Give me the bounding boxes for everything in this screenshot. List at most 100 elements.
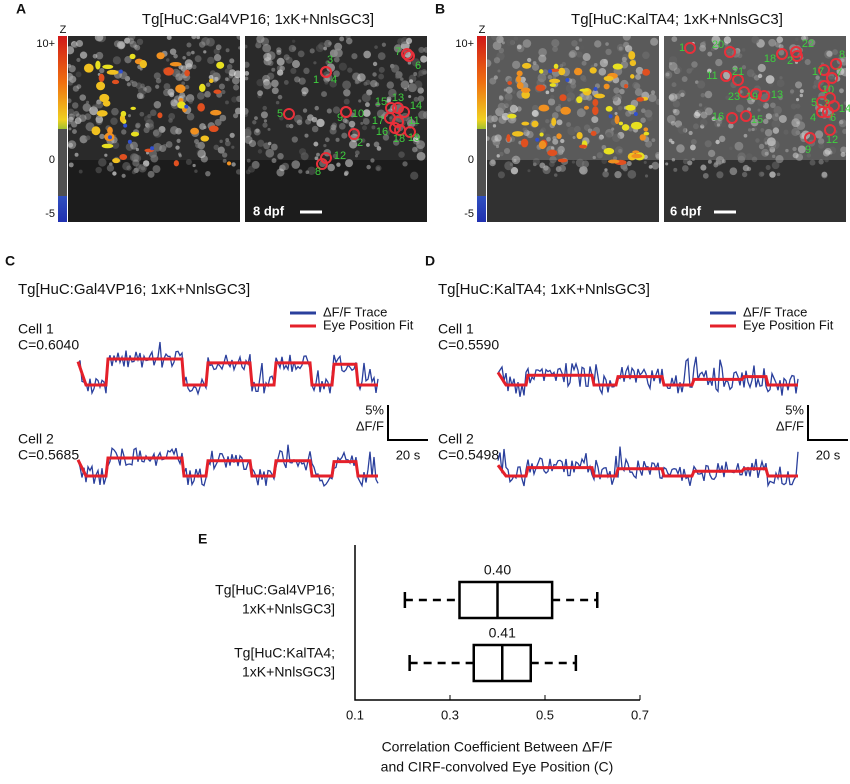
activity-blob: [531, 120, 539, 128]
cell-texture: [545, 119, 550, 124]
activity-blob: [521, 90, 530, 99]
cell-texture: [715, 58, 723, 67]
cell-texture: [764, 141, 768, 145]
cell-texture: [383, 129, 391, 136]
cell-texture: [124, 56, 132, 64]
cell-texture: [671, 158, 676, 162]
cell-texture: [770, 102, 776, 109]
roi-label: 4: [810, 112, 816, 124]
cell-texture: [734, 141, 744, 151]
cell-texture: [761, 148, 770, 157]
cell-texture: [155, 84, 160, 89]
cell-texture: [181, 81, 186, 86]
cell-texture: [129, 40, 137, 48]
cell-texture: [332, 153, 338, 159]
cell-texture: [111, 107, 119, 116]
cell-texture: [730, 81, 738, 89]
cell-texture: [165, 141, 173, 148]
cell-texture: [632, 81, 640, 89]
scale-x: 20 s: [396, 447, 421, 462]
cell-name: Cell 2: [18, 431, 54, 447]
cell-texture: [692, 123, 699, 130]
negative-blob: [127, 139, 132, 144]
cell-texture: [792, 146, 797, 152]
cell-texture: [799, 93, 804, 98]
cell-texture: [496, 154, 500, 158]
cell-texture: [648, 164, 653, 169]
activity-blob: [98, 73, 105, 83]
cell-texture: [557, 146, 563, 153]
cell-texture: [634, 88, 643, 97]
activity-blob: [573, 67, 583, 76]
cell-texture: [594, 40, 602, 48]
roi: [724, 46, 736, 58]
cell-texture: [137, 86, 147, 95]
cell-texture: [339, 36, 345, 42]
cell-texture: [596, 152, 603, 159]
roi-label: 22: [802, 38, 814, 50]
cell-texture: [176, 138, 181, 143]
cell-texture: [416, 151, 426, 161]
activity-blob: [643, 131, 650, 136]
cell-texture: [336, 162, 341, 167]
roi-label: 13: [771, 89, 783, 101]
cell-texture: [254, 116, 258, 121]
cell-texture: [95, 115, 104, 124]
roi: [283, 108, 295, 120]
cell-texture: [842, 128, 846, 134]
cell-texture: [527, 169, 531, 173]
cell-texture: [251, 160, 260, 169]
cell-corr: C=0.5590: [438, 337, 499, 353]
cell-texture: [531, 63, 540, 71]
cell-texture: [498, 47, 505, 54]
cell-texture: [566, 122, 572, 127]
cell-texture: [635, 66, 644, 75]
negative-blob: [565, 78, 570, 83]
cell-texture: [546, 136, 551, 142]
roi-label: 8: [315, 166, 321, 178]
cell-texture: [723, 36, 732, 44]
df-trace: [77, 444, 379, 488]
cell-texture: [672, 100, 680, 108]
cell-texture: [343, 98, 350, 105]
activity-blob: [520, 138, 529, 148]
cell-texture: [288, 44, 297, 53]
category-label: 1xK+NnlsGC3]: [242, 601, 335, 617]
cell-texture: [828, 116, 833, 121]
cell-texture: [291, 136, 298, 143]
cell-texture: [245, 44, 248, 49]
cell-texture: [389, 116, 393, 120]
cell-texture: [682, 165, 689, 172]
cell-texture: [110, 117, 118, 125]
cell-texture: [133, 44, 138, 49]
cell-texture: [745, 153, 753, 160]
df-trace: [497, 446, 799, 488]
activity-blob: [190, 127, 199, 135]
cell-texture: [68, 140, 77, 149]
cell-texture: [700, 111, 708, 119]
cell-texture: [68, 142, 74, 148]
roi-label: 16: [712, 111, 724, 123]
cell-texture: [760, 130, 764, 134]
cell-texture: [361, 125, 368, 131]
cell-texture: [127, 37, 135, 45]
cell-texture: [413, 72, 418, 77]
cell-texture: [267, 72, 275, 80]
cell-texture: [226, 77, 231, 82]
cell-texture: [248, 139, 257, 148]
cell-texture: [422, 111, 427, 119]
cell-texture: [691, 157, 695, 162]
cell-texture: [344, 170, 349, 176]
cell-texture: [122, 161, 131, 171]
cell-texture: [832, 49, 838, 55]
scale-y: 5%: [785, 402, 804, 417]
cell-texture: [801, 36, 807, 41]
activity-blob: [200, 135, 210, 142]
cell-texture: [95, 51, 104, 60]
cell-texture: [136, 92, 144, 100]
cell-texture: [715, 139, 720, 145]
negative-blob: [548, 69, 553, 74]
cell-texture: [276, 47, 282, 53]
cell-texture: [645, 140, 653, 148]
cell-texture: [136, 38, 144, 45]
